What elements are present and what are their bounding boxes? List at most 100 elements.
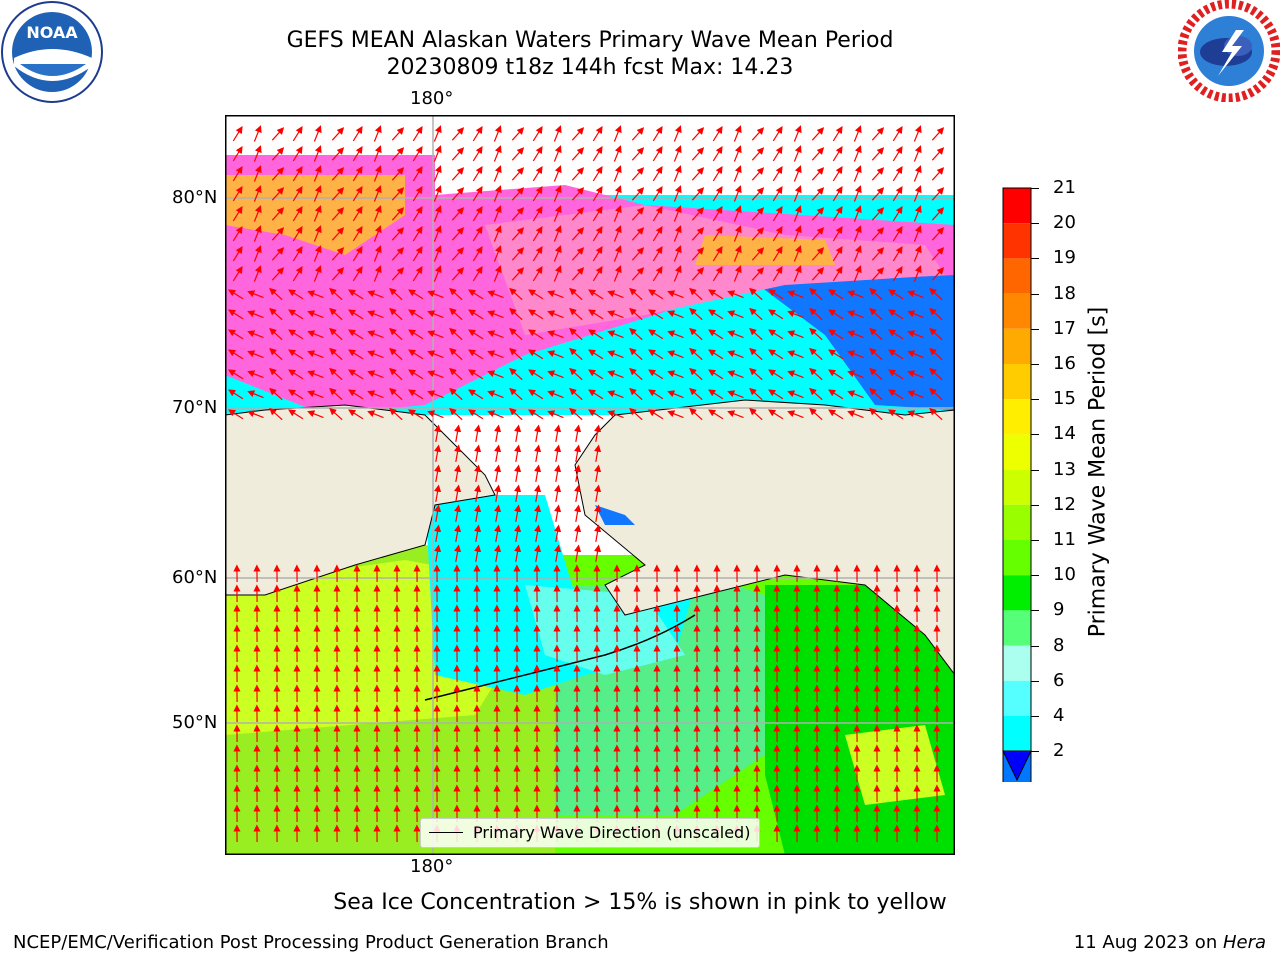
wave-arrow — [832, 166, 843, 182]
wave-arrow — [534, 444, 542, 463]
wave-arrow — [514, 544, 522, 563]
wave-arrow — [751, 167, 765, 181]
wave-arrow — [348, 309, 364, 320]
wave-arrow — [652, 226, 663, 242]
wave-arrow — [454, 424, 462, 443]
wave-arrow — [809, 367, 823, 381]
wave-arrow — [389, 287, 403, 301]
wave-arrow — [768, 309, 784, 320]
wave-arrow — [574, 464, 582, 483]
wave-arrow — [391, 247, 405, 261]
wave-arrow — [689, 407, 703, 421]
wave-arrow — [768, 329, 784, 340]
wave-arrow — [271, 147, 285, 161]
wave-arrow — [412, 206, 423, 222]
colorbar-segment — [1003, 575, 1031, 611]
wave-arrow — [487, 330, 504, 339]
wave-arrow — [708, 369, 724, 380]
wave-arrow — [514, 424, 522, 443]
wave-arrow — [472, 166, 483, 182]
wave-arrow — [329, 327, 343, 341]
wave-arrow — [348, 409, 364, 420]
wave-arrow — [751, 227, 765, 241]
wave-arrow — [853, 145, 862, 162]
wave-arrow — [847, 330, 864, 339]
wave-arrow — [389, 367, 403, 381]
wave-arrow — [408, 329, 424, 340]
wave-arrow — [553, 245, 562, 262]
wave-arrow — [493, 225, 502, 242]
wave-arrow — [408, 409, 424, 420]
wave-arrow — [708, 329, 724, 340]
wave-arrow — [571, 187, 585, 201]
footer-date-text: 11 Aug 2023 on — [1073, 932, 1223, 953]
wave-arrow — [689, 287, 703, 301]
wave-arrow — [412, 146, 423, 162]
wave-arrow — [247, 310, 264, 319]
wave-arrow — [451, 127, 465, 141]
wave-arrow — [514, 524, 522, 543]
wave-arrow — [449, 307, 463, 321]
wave-arrow — [631, 227, 645, 241]
wave-arrow — [809, 307, 823, 321]
wave-arrow — [673, 145, 682, 162]
wave-arrow — [631, 247, 645, 261]
colorbar-tick — [1031, 364, 1039, 365]
wave-arrow — [727, 410, 744, 419]
colorbar-tick — [1031, 680, 1039, 682]
wave-arrow — [269, 367, 283, 381]
wave-arrow — [367, 390, 384, 399]
wave-arrow — [451, 187, 465, 201]
wave-arrow — [271, 127, 285, 141]
wave-arrow — [631, 207, 645, 221]
wave-arrow — [288, 289, 304, 300]
wave-arrow — [809, 407, 823, 421]
wave-arrow — [367, 330, 384, 339]
colorbar-title: Primary Wave Mean Period [s] — [1085, 306, 1111, 638]
legend-label: Primary Wave Direction (unscaled) — [473, 823, 751, 842]
wave-arrow — [487, 390, 504, 399]
wave-arrow — [271, 227, 285, 241]
wave-arrow — [288, 349, 304, 360]
wave-arrow — [588, 409, 604, 420]
wave-arrow — [892, 266, 903, 282]
wave-arrow — [733, 165, 742, 182]
colorbar-tick-label: 13 — [1053, 458, 1076, 480]
wave-arrow — [892, 166, 903, 182]
wave-arrow — [913, 245, 922, 262]
wave-arrow — [487, 290, 504, 299]
wave-arrow — [352, 186, 363, 202]
wave-arrow — [574, 504, 582, 523]
wave-arrow — [307, 410, 324, 419]
wave-arrow — [751, 247, 765, 261]
wave-arrow — [348, 329, 364, 340]
wave-arrow — [569, 307, 583, 321]
wave-arrow — [607, 290, 624, 299]
wave-arrow — [691, 147, 705, 161]
wave-arrow — [547, 350, 564, 359]
wave-arrow — [787, 330, 804, 339]
wave-arrow — [689, 327, 703, 341]
wave-arrow — [811, 227, 825, 241]
wave-arrow — [592, 126, 603, 142]
wave-arrow — [427, 310, 444, 319]
wave-arrow — [652, 186, 663, 202]
wave-arrow — [532, 146, 543, 162]
wave-arrow — [913, 145, 922, 162]
wave-arrow — [373, 205, 382, 222]
wave-arrow — [931, 227, 945, 241]
colorbar-tick — [1031, 504, 1039, 506]
wave-arrow — [348, 349, 364, 360]
wave-arrow — [307, 350, 324, 359]
wave-arrow — [472, 206, 483, 222]
wave-arrow — [228, 349, 244, 360]
wave-arrow — [532, 206, 543, 222]
wave-arrow — [389, 347, 403, 361]
wave-arrow — [888, 289, 904, 300]
wave-arrow — [451, 247, 465, 261]
wave-arrow — [331, 147, 345, 161]
wave-arrow — [594, 424, 602, 443]
wave-arrow — [571, 267, 585, 281]
wave-arrow — [571, 127, 585, 141]
wave-arrow — [931, 207, 945, 221]
